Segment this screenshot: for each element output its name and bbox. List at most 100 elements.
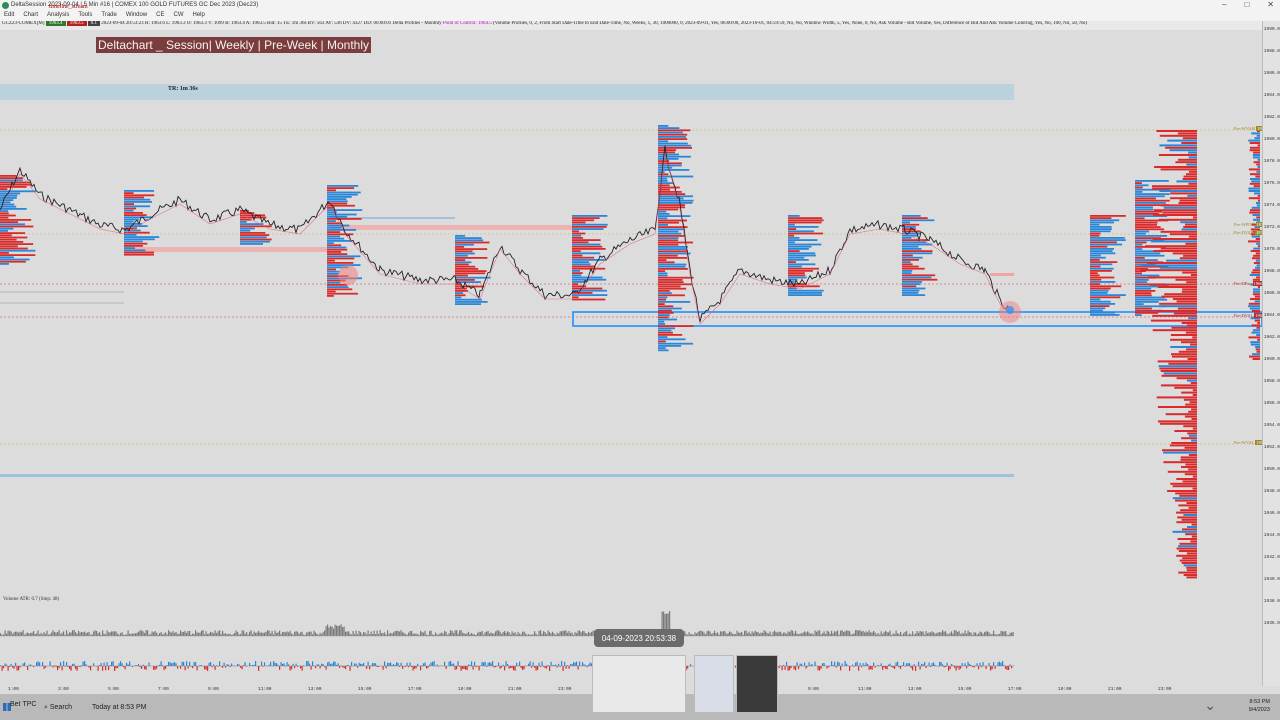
taskbar-search[interactable]: ⌕ Search <box>44 704 72 712</box>
volume-bar <box>237 631 239 636</box>
level-tag-text: Pre-WVAH <box>1234 126 1255 131</box>
volume-bar <box>529 634 531 636</box>
profile-bar <box>658 259 667 261</box>
pink-band-3 <box>990 273 1014 276</box>
profile-bar <box>572 215 608 217</box>
edge-profile-bar <box>1255 346 1260 348</box>
volume-bar <box>382 633 384 636</box>
preview-thumb[interactable] <box>592 655 686 713</box>
profile-bar <box>572 289 607 292</box>
delta-bar <box>865 662 867 666</box>
volume-bar <box>345 631 347 636</box>
delta-bar <box>388 663 390 666</box>
volume-bar <box>204 634 206 636</box>
profile-bar <box>327 257 355 260</box>
delta-bar <box>942 664 944 666</box>
volume-bar <box>243 630 245 636</box>
profile-bar <box>572 267 606 270</box>
profile-bar <box>572 296 579 299</box>
profile-bar <box>902 289 920 292</box>
menu-help[interactable]: Help <box>192 12 205 18</box>
profile-bar <box>1135 213 1160 215</box>
volume-bar <box>996 634 998 636</box>
profile-bar <box>658 142 688 145</box>
menu-edit[interactable]: Edit <box>4 12 15 18</box>
volume-bar <box>76 633 78 636</box>
preview-thumb[interactable] <box>736 655 778 713</box>
delta-bar <box>337 663 339 666</box>
monthly-profile-bar <box>1185 223 1197 226</box>
weather-widget[interactable]: Bet ТРС <box>10 701 37 708</box>
close-icon[interactable]: ✕ <box>1267 0 1274 9</box>
volume-bar <box>453 633 455 636</box>
volume-bar <box>831 630 833 636</box>
delta-bar <box>834 661 836 666</box>
price-chart[interactable] <box>0 30 1262 686</box>
volume-bar <box>504 631 506 636</box>
profile-bar <box>658 281 684 283</box>
windows-start-icon[interactable] <box>3 703 11 711</box>
delta-bar <box>492 661 494 666</box>
volume-bar <box>666 613 668 636</box>
edge-profile-bar <box>1251 132 1260 135</box>
volume-histogram <box>0 611 1014 636</box>
delta-bar <box>106 662 108 666</box>
profile-bar <box>0 210 9 212</box>
chevron-down-icon[interactable]: ⌄ <box>1204 697 1216 713</box>
menu-ce[interactable]: CE <box>156 12 165 18</box>
profile-bar <box>658 173 669 176</box>
volume-bar <box>937 632 939 636</box>
delta-bar <box>175 663 177 666</box>
profile-bar <box>572 281 587 283</box>
menu-window[interactable]: Window <box>125 12 148 18</box>
volume-bar <box>885 630 887 636</box>
edge-profile-bar <box>1256 264 1260 267</box>
volume-bar <box>12 633 14 636</box>
volume-bar <box>745 630 747 636</box>
volume-bar <box>562 630 564 636</box>
volume-bar <box>87 632 89 636</box>
volume-bar <box>568 631 570 636</box>
delta-bar <box>571 664 573 666</box>
menu-chart[interactable]: Chart <box>23 12 39 18</box>
volume-bar <box>1 634 3 636</box>
monthly-profile-bar <box>1181 228 1197 231</box>
profile-bar <box>327 290 336 293</box>
menu-analysis[interactable]: Analysis <box>47 12 70 18</box>
delta-bar <box>540 666 542 667</box>
profile-bar <box>902 267 925 270</box>
delta-bar <box>414 666 416 669</box>
time-tick: 5:00 <box>108 687 119 692</box>
volume-bar <box>21 632 23 636</box>
chart-area[interactable] <box>0 30 1262 686</box>
menu-tools[interactable]: Tools <box>78 12 93 18</box>
delta-bar <box>537 666 539 670</box>
minimize-icon[interactable]: – <box>1222 0 1227 9</box>
maximize-icon[interactable]: □ <box>1244 0 1250 9</box>
volume-bar <box>94 630 96 636</box>
profile-bar <box>1135 188 1171 191</box>
bar-details: 2023-09-04 20:53:23 H: 1963.6 L: 1963.3 … <box>101 21 442 26</box>
delta-bar <box>922 664 924 666</box>
profile-bar <box>124 205 151 208</box>
volume-bar <box>519 633 521 636</box>
volume-bar <box>772 631 774 636</box>
profile-bar <box>658 241 693 244</box>
volume-bar <box>322 632 324 636</box>
delta-bar <box>33 666 35 668</box>
preview-thumb[interactable] <box>694 655 734 713</box>
menu-trade[interactable]: Trade <box>101 12 117 18</box>
volume-bar <box>976 634 978 636</box>
profile-bar <box>240 234 270 236</box>
price-axis[interactable]: 1990.0 1988.0 1986.0 1984.0 1982.0 1980.0 1978… <box>1262 21 1280 686</box>
volume-bar <box>897 633 899 636</box>
volume-bar <box>375 634 377 636</box>
profile-bar <box>455 292 464 294</box>
monthly-profile-bar <box>1185 242 1197 245</box>
edge-profile-bar <box>1248 197 1260 200</box>
profile-bar <box>0 258 30 261</box>
menu-cw[interactable]: CW <box>173 12 184 18</box>
profile-bar <box>327 292 358 295</box>
taskbar-clock[interactable]: 8:53 PM 9/4/2023 <box>1249 698 1270 714</box>
profile-bar <box>572 234 582 237</box>
